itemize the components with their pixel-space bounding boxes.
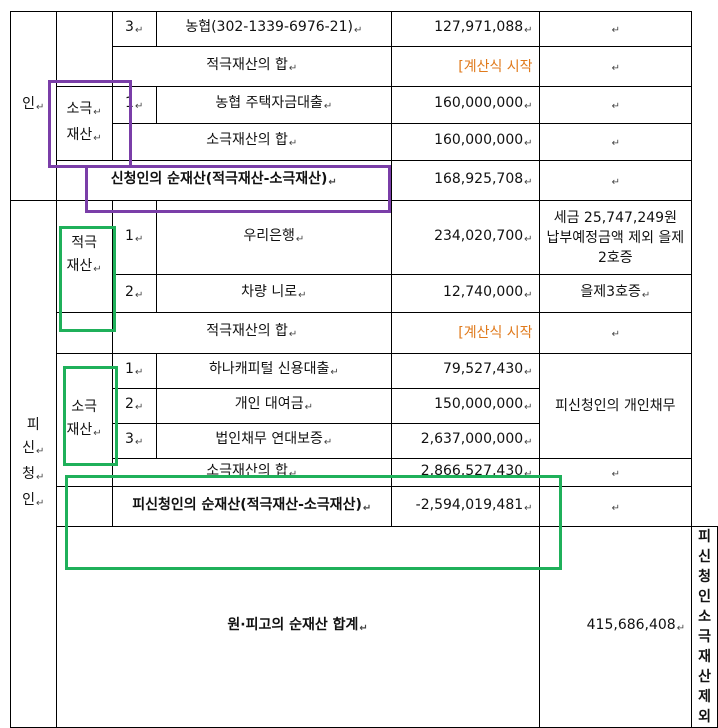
amount: 160,000,000↵ (390, 86, 540, 124)
item-name: 하나캐피털 신용대출↵ (155, 353, 392, 389)
row-number: 2↵ (111, 274, 157, 313)
note: ↵ (538, 160, 693, 201)
applicant-positive-sum-value: [계산식 시작 (390, 46, 540, 87)
amount: 79,527,430↵ (390, 353, 540, 389)
total-label: 원·피고의 순재산 합계↵ (55, 526, 540, 728)
respondent-positive-label: 적극 재산↵ (55, 200, 113, 313)
note: ↵ (538, 486, 693, 527)
respondent-negative-label: 소극 재산↵ (55, 353, 113, 487)
applicant-negative-label: 소극↵ 재산↵ (55, 86, 113, 161)
row-number: 2↵ (111, 388, 157, 424)
amount: 150,000,000↵ (390, 388, 540, 424)
item-name: 농협 주택자금대출↵ (155, 86, 392, 124)
respondent-net-value: -2,594,019,481↵ (390, 486, 540, 527)
property-table: 인↵ 3↵ 농협(302-1339-6976-21)↵ 127,971,088↵… (10, 11, 718, 728)
item-name: 차량 니로↵ (155, 274, 392, 313)
amount: 127,971,088↵ (390, 11, 540, 47)
item-name: 법인채무 연대보증↵ (155, 423, 392, 459)
total-note: 피신청인 소극재산 제외 (691, 526, 718, 728)
applicant-positive-sum-label: 적극재산의 합↵ (111, 46, 392, 87)
note: ↵ (538, 312, 693, 354)
item-name: 개인 대여금↵ (155, 388, 392, 424)
row-number: 1↵ (111, 200, 157, 275)
respondent-negative-group-note: 피신청인의 개인채무 (538, 353, 693, 459)
total-value: 415,686,408↵ (538, 526, 693, 728)
item-name: 농협(302-1339-6976-21)↵ (155, 11, 392, 47)
applicant-net-value: 168,925,708↵ (390, 160, 540, 201)
note: 을제3호증↵ (538, 274, 693, 313)
row-number: 3↵ (111, 11, 157, 47)
row-number: 3↵ (111, 423, 157, 459)
note: ↵ (538, 123, 693, 161)
note: ↵ (538, 11, 693, 47)
note: 세금 25,747,249원 납부예정금액 제외 을제2호증 (538, 200, 693, 275)
respondent-positive-sum-label: 적극재산의 합↵ (111, 312, 392, 354)
row-number: 1↵ (111, 86, 157, 124)
applicant-positive-label-cell (55, 11, 113, 87)
amount: 2,637,000,000↵ (390, 423, 540, 459)
amount: 12,740,000↵ (390, 274, 540, 313)
applicant-negative-sum-value: 160,000,000↵ (390, 123, 540, 161)
note: ↵ (538, 86, 693, 124)
respondent-net-label: 피신청인의 순재산(적극재산-소극재산)↵ (111, 486, 392, 527)
row-number: 1↵ (111, 353, 157, 389)
applicant-negative-sum-label: 소극재산의 합↵ (111, 123, 392, 161)
applicant-side-label: 인↵ (10, 11, 57, 201)
respondent-positive-sum-blank (55, 312, 113, 354)
respondent-positive-sum-value: [계산식 시작 (390, 312, 540, 354)
amount: 234,020,700↵ (390, 200, 540, 275)
respondent-negative-sum-label: 소극재산의 합↵ (111, 458, 392, 487)
note: ↵ (538, 458, 693, 487)
respondent-net-blank (55, 486, 113, 527)
applicant-net-label: 신청인의 순재산(적극재산-소극재산)↵ (55, 160, 392, 201)
respondent-negative-sum-value: 2,866,527,430↵ (390, 458, 540, 487)
item-name: 우리은행↵ (155, 200, 392, 275)
respondent-side-label: 피 신↵ 청↵ 인↵ (10, 200, 57, 728)
note: ↵ (538, 46, 693, 87)
